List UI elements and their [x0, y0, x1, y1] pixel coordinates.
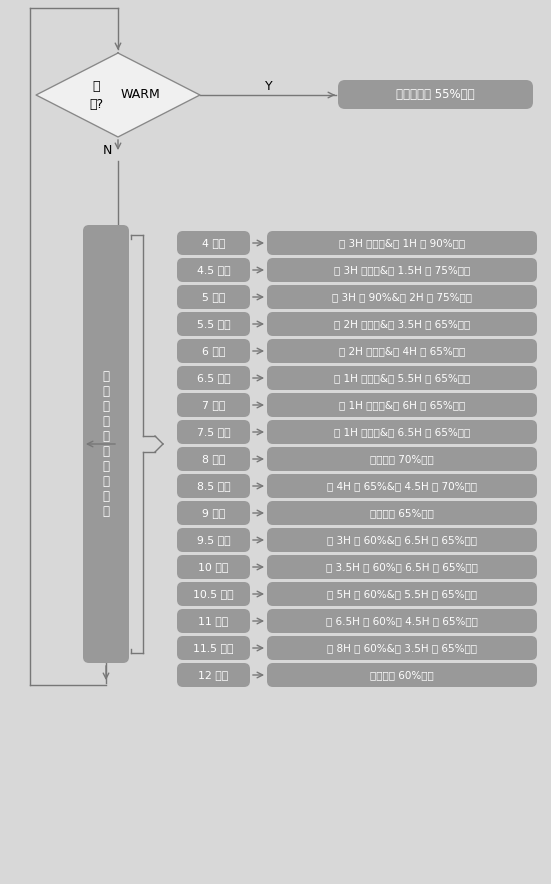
Text: 前 1H 全功率&后 6.5H 按 65%加热: 前 1H 全功率&后 6.5H 按 65%加热 — [334, 427, 470, 437]
FancyBboxPatch shape — [177, 420, 250, 444]
Text: 全过程按 65%加热: 全过程按 65%加热 — [370, 508, 434, 518]
Text: 前 8H 按 60%&后 3.5H 按 65%加热: 前 8H 按 60%&后 3.5H 按 65%加热 — [327, 643, 477, 653]
FancyBboxPatch shape — [177, 528, 250, 552]
Text: N: N — [102, 144, 112, 157]
FancyBboxPatch shape — [177, 339, 250, 363]
FancyBboxPatch shape — [177, 474, 250, 498]
Text: 前 1H 全功率&后 5.5H 按 65%加热: 前 1H 全功率&后 5.5H 按 65%加热 — [334, 373, 470, 383]
Text: 9.5 小时: 9.5 小时 — [197, 535, 230, 545]
Text: 前 3H 全功率&后 1.5H 按 75%加热: 前 3H 全功率&后 1.5H 按 75%加热 — [334, 265, 470, 275]
Text: 前 6.5H 按 60%后 4.5H 按 65%加热: 前 6.5H 按 60%后 4.5H 按 65%加热 — [326, 616, 478, 626]
Text: 8.5 小时: 8.5 小时 — [197, 481, 230, 491]
FancyBboxPatch shape — [267, 663, 537, 687]
Text: 吗?: 吗? — [89, 97, 103, 110]
FancyBboxPatch shape — [177, 285, 250, 309]
Text: 前 5H 按 60%&后 5.5H 按 65%加热: 前 5H 按 60%&后 5.5H 按 65%加热 — [327, 589, 477, 599]
Text: 设
定
时
间
值
判
断
和
处
理: 设 定 时 间 值 判 断 和 处 理 — [102, 370, 110, 518]
Text: 9 小时: 9 小时 — [202, 508, 225, 518]
FancyBboxPatch shape — [267, 636, 537, 660]
FancyBboxPatch shape — [177, 663, 250, 687]
FancyBboxPatch shape — [267, 609, 537, 633]
Text: 全过程按 60%加热: 全过程按 60%加热 — [370, 670, 434, 680]
Polygon shape — [36, 53, 200, 137]
Text: 前 4H 按 65%&后 4.5H 按 70%加热: 前 4H 按 65%&后 4.5H 按 70%加热 — [327, 481, 477, 491]
Text: Y: Y — [265, 80, 273, 93]
Text: 前 3H 全功率&后 1H 按 90%加热: 前 3H 全功率&后 1H 按 90%加热 — [339, 238, 465, 248]
Text: 前 1H 全功率&后 6H 按 65%加热: 前 1H 全功率&后 6H 按 65%加热 — [339, 400, 465, 410]
Text: 5 小时: 5 小时 — [202, 292, 225, 302]
FancyBboxPatch shape — [177, 447, 250, 471]
FancyBboxPatch shape — [177, 393, 250, 417]
Text: 11.5 小时: 11.5 小时 — [193, 643, 234, 653]
Text: 7 小时: 7 小时 — [202, 400, 225, 410]
FancyBboxPatch shape — [267, 285, 537, 309]
FancyBboxPatch shape — [267, 258, 537, 282]
FancyBboxPatch shape — [267, 231, 537, 255]
FancyBboxPatch shape — [177, 231, 250, 255]
Text: 4.5 小时: 4.5 小时 — [197, 265, 230, 275]
FancyBboxPatch shape — [267, 555, 537, 579]
FancyBboxPatch shape — [177, 636, 250, 660]
FancyBboxPatch shape — [83, 225, 129, 663]
FancyBboxPatch shape — [267, 366, 537, 390]
Text: 是: 是 — [92, 80, 100, 93]
FancyBboxPatch shape — [267, 582, 537, 606]
Text: 前 3H 按 60%&后 6.5H 按 65%加热: 前 3H 按 60%&后 6.5H 按 65%加热 — [327, 535, 477, 545]
Text: 6 小时: 6 小时 — [202, 346, 225, 356]
Text: 7.5 小时: 7.5 小时 — [197, 427, 230, 437]
FancyBboxPatch shape — [267, 393, 537, 417]
Text: 前 3.5H 按 60%后 6.5H 按 65%加热: 前 3.5H 按 60%后 6.5H 按 65%加热 — [326, 562, 478, 572]
Text: 前 2H 全功率&后 4H 按 65%加热: 前 2H 全功率&后 4H 按 65%加热 — [339, 346, 465, 356]
FancyBboxPatch shape — [177, 501, 250, 525]
Text: WARM: WARM — [120, 88, 160, 102]
FancyBboxPatch shape — [267, 501, 537, 525]
FancyBboxPatch shape — [267, 447, 537, 471]
FancyBboxPatch shape — [267, 339, 537, 363]
FancyBboxPatch shape — [177, 582, 250, 606]
Text: 10.5 小时: 10.5 小时 — [193, 589, 234, 599]
Text: 4 小时: 4 小时 — [202, 238, 225, 248]
Text: 前 2H 全功率&后 3.5H 按 65%加热: 前 2H 全功率&后 3.5H 按 65%加热 — [334, 319, 470, 329]
FancyBboxPatch shape — [177, 312, 250, 336]
Text: 前 3H 按 90%&后 2H 按 75%加热: 前 3H 按 90%&后 2H 按 75%加热 — [332, 292, 472, 302]
FancyBboxPatch shape — [267, 420, 537, 444]
FancyBboxPatch shape — [267, 474, 537, 498]
Text: 全过程按 70%加热: 全过程按 70%加热 — [370, 454, 434, 464]
FancyBboxPatch shape — [177, 258, 250, 282]
FancyBboxPatch shape — [267, 528, 537, 552]
Text: 11 小时: 11 小时 — [198, 616, 229, 626]
FancyBboxPatch shape — [177, 555, 250, 579]
Text: 5.5 小时: 5.5 小时 — [197, 319, 230, 329]
FancyBboxPatch shape — [177, 609, 250, 633]
Text: 按总功率的 55%加热: 按总功率的 55%加热 — [396, 88, 475, 101]
Text: 10 小时: 10 小时 — [198, 562, 229, 572]
FancyBboxPatch shape — [177, 366, 250, 390]
Text: 12 小时: 12 小时 — [198, 670, 229, 680]
Text: 6.5 小时: 6.5 小时 — [197, 373, 230, 383]
FancyBboxPatch shape — [338, 80, 533, 109]
Text: 8 小时: 8 小时 — [202, 454, 225, 464]
FancyBboxPatch shape — [267, 312, 537, 336]
